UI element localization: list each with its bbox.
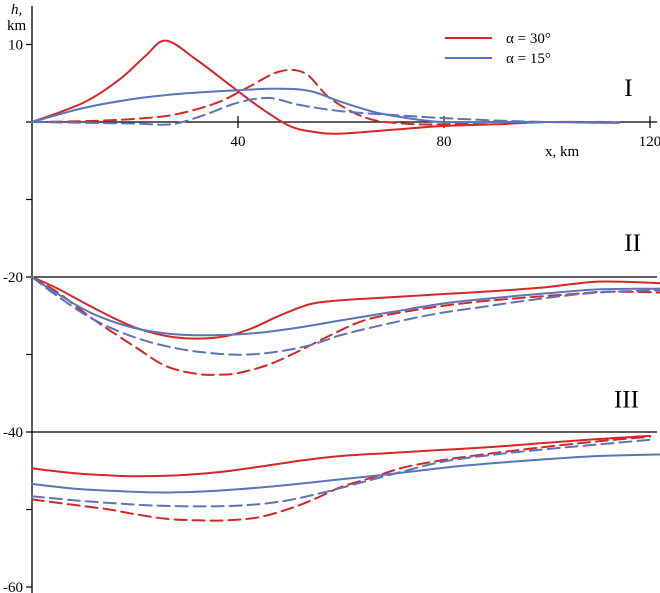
x-tick-label: 40 — [231, 134, 246, 150]
y-tick-label: -60 — [3, 580, 23, 593]
series-group — [31, 39, 660, 522]
series-line-i-alpha30-solid — [31, 39, 621, 135]
legend-label: α = 30° — [506, 31, 551, 47]
y-axis-label-line1: h, — [11, 2, 22, 18]
region-label-i: I — [624, 75, 632, 102]
y-tick-label: -40 — [3, 425, 23, 441]
legend: α = 30° α = 15° — [445, 31, 551, 67]
series-line-i-alpha15-dashed — [31, 96, 621, 126]
region-label-ii: II — [624, 230, 641, 257]
series-line-iii-alpha15-dashed — [31, 438, 651, 508]
x-tick-label: 120 — [639, 134, 660, 150]
series-line-ii-alpha15-dashed — [31, 276, 660, 356]
region-label-iii: III — [614, 387, 639, 414]
ticks: 10 -20 -40 -60 40 80 120 — [3, 38, 660, 593]
series-line-iii-alpha15-solid — [31, 453, 660, 494]
y-tick-label: 10 — [8, 38, 23, 54]
y-axis-label-line2: km — [7, 18, 27, 34]
series-line-iii-alpha30-dashed — [31, 435, 651, 522]
text-labels: h, km x, km — [7, 2, 580, 160]
series-line-iii-alpha30-solid — [31, 434, 651, 478]
y-tick-label: -20 — [3, 270, 23, 286]
x-axis-label: x, km — [545, 144, 580, 160]
reference-lines — [32, 121, 657, 433]
legend-label: α = 15° — [506, 51, 551, 67]
series-line-ii-alpha15-solid — [31, 276, 660, 337]
series-line-ii-alpha30-solid — [31, 276, 660, 340]
series-line-ii-alpha30-dashed — [31, 276, 660, 376]
x-tick-label: 80 — [437, 134, 452, 150]
